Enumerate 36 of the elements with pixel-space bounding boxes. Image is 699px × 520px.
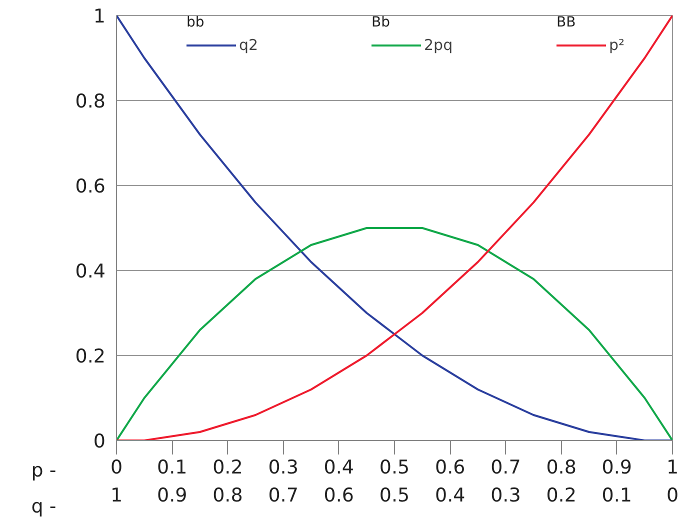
x2-tick-label: 0.7	[268, 484, 298, 506]
x2-tick-label: 0.3	[490, 484, 521, 506]
y-tick-label: 0.8	[75, 90, 106, 112]
y-tick-label: 0.4	[75, 260, 106, 282]
x-tick-label: 0.7	[490, 456, 521, 478]
y-tick-label: 0	[93, 430, 106, 452]
x-axis-title: p -	[31, 460, 56, 482]
annotation: Bb	[372, 14, 390, 30]
y-tick-label: 1	[93, 6, 106, 28]
x2-tick-label: 1	[110, 484, 123, 506]
x2-tick-label: 0.9	[156, 484, 188, 506]
x2-tick-label: 0.4	[434, 484, 466, 506]
x-tick-label: 0.2	[212, 456, 243, 478]
x-tick-label: 0	[110, 456, 123, 478]
x2-axis-title: q -	[31, 496, 56, 518]
annotation: BB	[556, 14, 576, 30]
x-tick-label: 0.8	[546, 456, 576, 478]
x2-tick-label: 0.1	[602, 484, 632, 506]
y-tick-label: 0.2	[75, 346, 106, 368]
legend-label: p²	[609, 36, 626, 54]
y-tick-label: 0.6	[75, 176, 106, 198]
legend-label: 2pq	[424, 36, 453, 54]
x2-tick-label: 0.6	[324, 484, 354, 506]
x-tick-label: 0.9	[602, 456, 632, 478]
annotation: bb	[186, 14, 204, 30]
x2-tick-label: 0	[666, 484, 679, 506]
x-tick-label: 0.1	[156, 456, 188, 478]
x-tick-label: 0.5	[379, 456, 410, 478]
x2-tick-label: 0.2	[546, 484, 576, 506]
legend-label: q2	[239, 36, 259, 54]
x2-tick-label: 0.8	[212, 484, 243, 506]
x-tick-label: 0.6	[434, 456, 466, 478]
x-tick-label: 1	[666, 456, 679, 478]
x-tick-label: 0.3	[268, 456, 298, 478]
x2-tick-label: 0.5	[379, 484, 410, 506]
x-tick-label: 0.4	[324, 456, 354, 478]
